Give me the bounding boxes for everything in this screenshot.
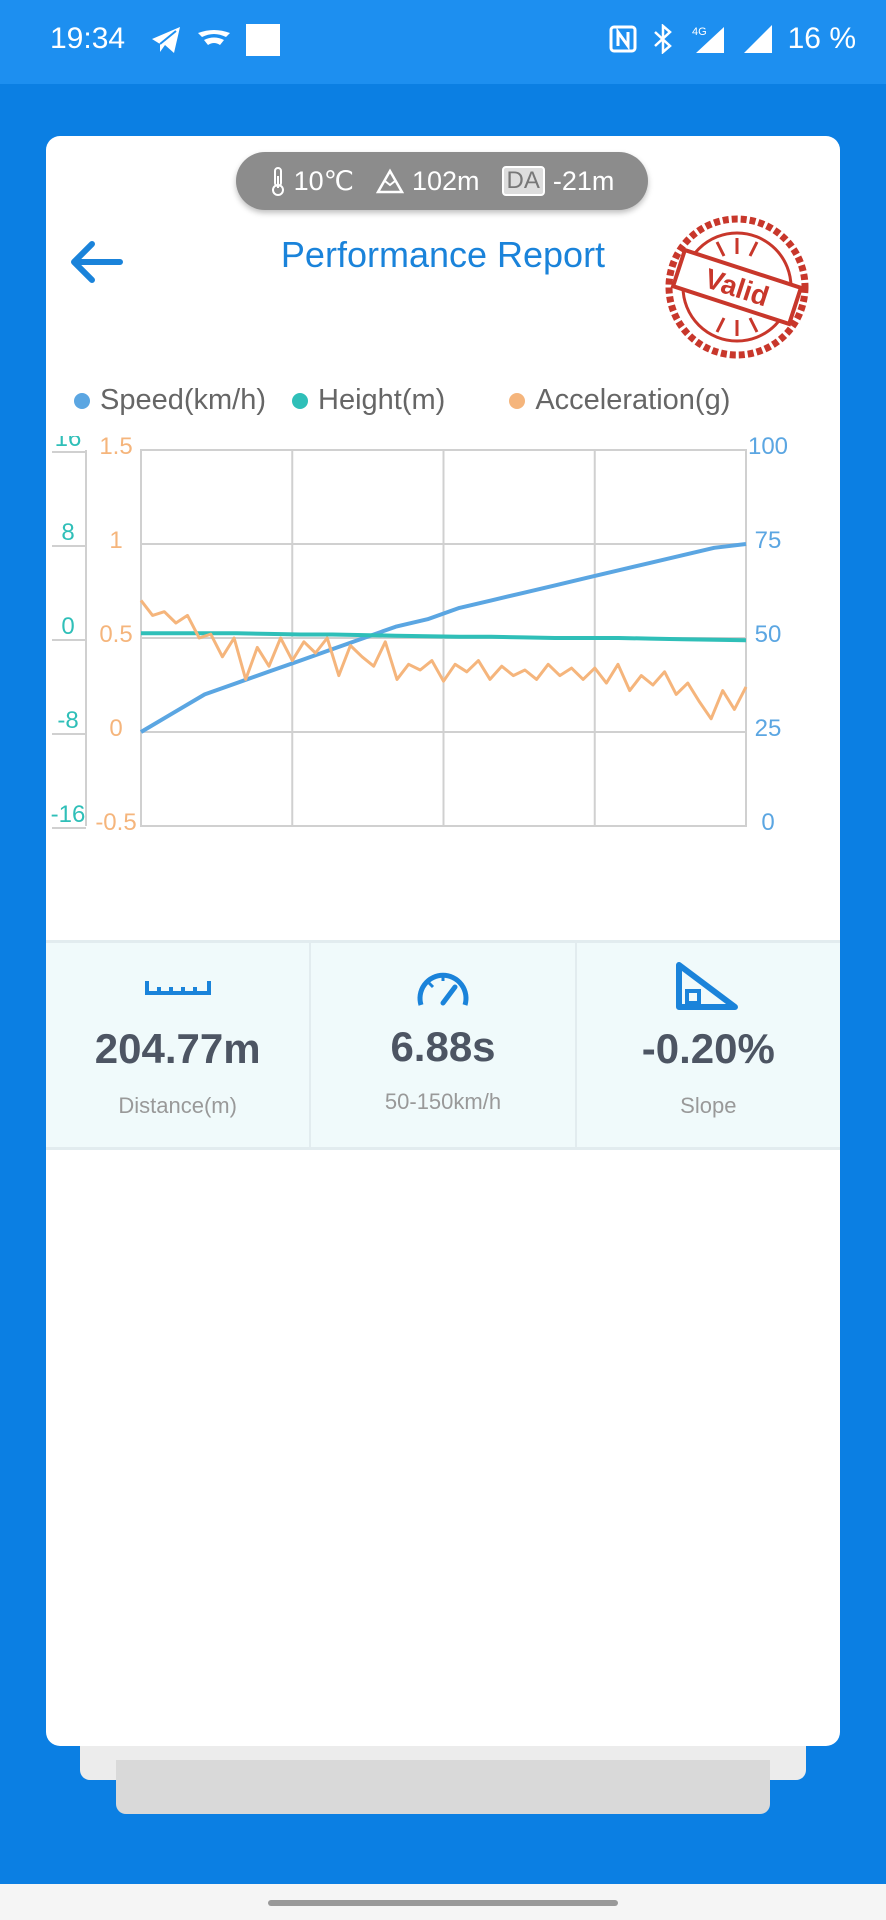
stat-time: 6.88s 50-150km/h (311, 943, 577, 1147)
speed-tick-label: 50 (755, 621, 782, 648)
nfc-icon (609, 25, 637, 53)
notification-app-icon (198, 30, 230, 45)
distance-value: 204.77m (94, 1025, 261, 1072)
height-line (141, 631, 747, 643)
environment-pill: 10℃ 102m DA -21m (236, 152, 648, 210)
card-stack-layer-back (116, 1760, 770, 1814)
speed-tick-label: 0 (761, 809, 774, 836)
slope-value: -0.20% (641, 1025, 775, 1072)
acceleration-tick-label: 0 (109, 715, 122, 742)
network-label: 4G (692, 26, 707, 38)
speed-tick-label: 25 (755, 715, 782, 742)
performance-chart[interactable]: 16 8 0 -8 -16 1.5 1 0.5 0 -0.5 100 75 50 25 0 (46, 436, 840, 896)
back-arrow-icon[interactable] (64, 230, 128, 294)
acceleration-tick-label: 0.5 (99, 621, 132, 648)
acceleration-tick-label: 1.5 (99, 436, 132, 460)
acceleration-tick-label: 1 (109, 527, 122, 554)
bluetooth-icon (653, 24, 672, 54)
acceleration-line (139, 599, 748, 721)
speedometer-icon (417, 972, 469, 1006)
distance-label: Distance(m) (118, 1093, 237, 1118)
height-tick-label: -16 (51, 801, 86, 828)
altitude-value: 102m (411, 165, 480, 196)
battery-percent: 16 % (787, 22, 856, 55)
mountain-icon (375, 168, 404, 194)
slope-icon (676, 962, 739, 1010)
status-time: 19:34 (50, 22, 126, 55)
thermometer-icon (271, 167, 284, 196)
legend-speed[interactable]: Speed(km/h) (74, 384, 266, 417)
home-gesture-handle[interactable] (268, 1900, 618, 1906)
density-altitude-badge: DA (501, 166, 545, 196)
time-value: 6.88s (390, 1023, 496, 1070)
time-range-label: 50-150km/h (384, 1089, 502, 1114)
valid-stamp: Valid (665, 215, 809, 359)
acceleration-tick-label: -0.5 (95, 809, 136, 836)
legend-height[interactable]: Height(m) (292, 384, 445, 417)
density-altitude-value: -21m (552, 165, 615, 196)
temperature-value: 10℃ (293, 165, 354, 196)
speed-tick-label: 75 (755, 527, 782, 554)
telegram-icon (152, 27, 180, 53)
app-square-icon (246, 24, 280, 56)
legend-acceleration[interactable]: Acceleration(g) (509, 384, 730, 417)
cell-signal-4g-icon: 4G (692, 26, 724, 53)
height-tick-label: 8 (61, 519, 74, 546)
height-tick-label: -8 (57, 707, 78, 734)
ruler-icon (144, 981, 211, 995)
page-title: Performance Report (280, 234, 606, 275)
height-tick-label: 0 (61, 613, 74, 640)
slope-label: Slope (680, 1093, 737, 1118)
speed-tick-label: 100 (748, 436, 788, 460)
height-tick-label: 16 (55, 436, 82, 452)
stat-distance: 204.77m Distance(m) (46, 943, 312, 1147)
speed-line (139, 542, 747, 734)
navigation-bar (0, 1884, 886, 1920)
stats-panel: 204.77m Distance(m) 6.88s 50-150km/h -0.… (46, 940, 840, 1150)
stat-slope: -0.20% Slope (577, 943, 840, 1147)
cell-signal-icon (743, 25, 772, 53)
chart-legend: Speed(km/h) Height(m) Acceleration(g) (74, 384, 756, 417)
report-card: 10℃ 102m DA -21m Performance Report Vali… (46, 136, 840, 1746)
status-bar: 19:34 4G 16 % (0, 0, 886, 84)
